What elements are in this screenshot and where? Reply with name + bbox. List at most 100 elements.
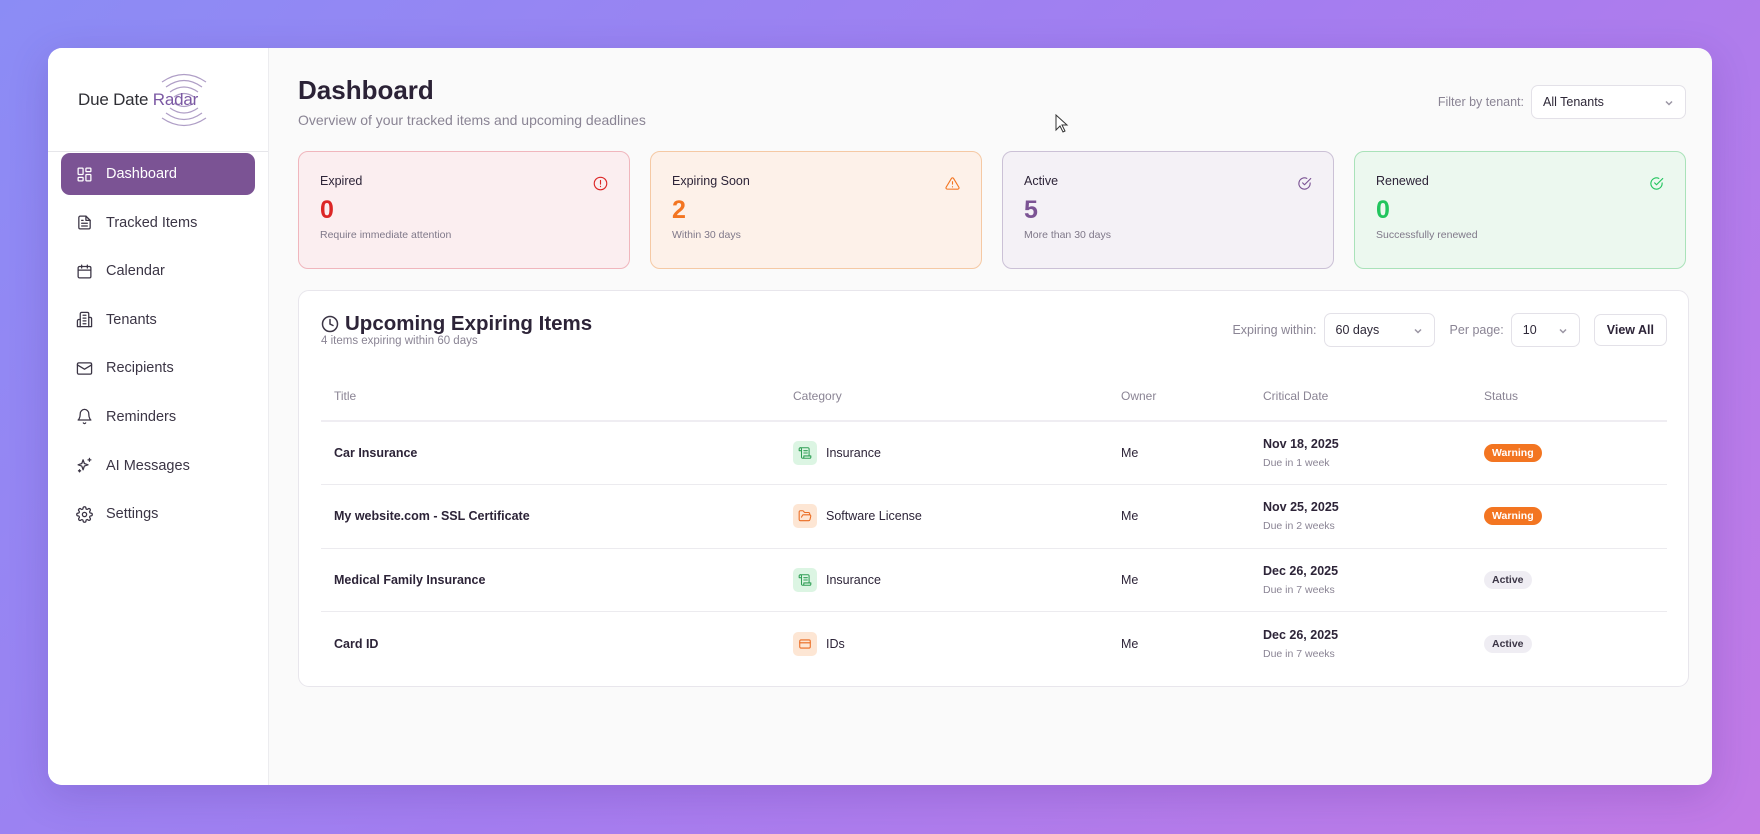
chevron-down-icon bbox=[1664, 97, 1674, 107]
item-owner: Me bbox=[1108, 484, 1250, 549]
table-row[interactable]: My website.com - SSL Certificate Softwar… bbox=[321, 484, 1667, 549]
stat-label: Renewed bbox=[1376, 174, 1429, 188]
sidebar-item-label: AI Messages bbox=[106, 457, 190, 474]
panel-controls: Expiring within: 60 days Per page: 10 Vi… bbox=[1232, 313, 1667, 347]
scroll-icon bbox=[793, 567, 817, 592]
chevron-down-icon bbox=[1413, 325, 1423, 335]
stats-row: Expired 0 Require immediate attention Ex… bbox=[298, 151, 1686, 269]
per-page-value: 10 bbox=[1522, 323, 1537, 337]
sidebar-item-recipients[interactable]: Recipients bbox=[61, 347, 255, 389]
item-date: Nov 18, 2025 bbox=[1263, 437, 1339, 451]
stat-label: Active bbox=[1024, 174, 1059, 188]
sidebar-item-ai-messages[interactable]: AI Messages bbox=[61, 445, 255, 487]
stat-card-expiring-soon[interactable]: Expiring Soon 2 Within 30 days bbox=[650, 151, 982, 269]
column-header-category[interactable]: Category bbox=[780, 371, 1108, 422]
item-date: Dec 26, 2025 bbox=[1263, 627, 1339, 642]
item-status-cell: Warning bbox=[1471, 421, 1667, 485]
column-header-critical-date[interactable]: Critical Date bbox=[1250, 371, 1471, 422]
column-header-owner[interactable]: Owner bbox=[1108, 371, 1250, 422]
item-title: Car Insurance bbox=[321, 421, 780, 485]
stat-card-renewed[interactable]: Renewed 0 Successfully renewed bbox=[1354, 151, 1686, 269]
sidebar-item-tenants[interactable]: Tenants bbox=[61, 299, 255, 341]
sidebar-item-label: Reminders bbox=[106, 408, 177, 425]
column-header-status[interactable]: Status bbox=[1471, 371, 1667, 422]
expiring-within-value: 60 days bbox=[1335, 323, 1380, 337]
scroll-icon bbox=[793, 441, 817, 465]
panel-title-text: Upcoming Expiring Items bbox=[345, 312, 593, 335]
item-category-cell: Software License bbox=[780, 484, 1108, 549]
column-header-title[interactable]: Title bbox=[321, 371, 780, 422]
item-category-cell: Insurance bbox=[780, 548, 1108, 612]
stat-card-active[interactable]: Active 5 More than 30 days bbox=[1002, 151, 1334, 269]
mail-icon bbox=[75, 359, 93, 377]
check-circle-icon bbox=[1649, 176, 1664, 191]
table-row[interactable]: Medical Family Insurance Insurance Me De… bbox=[321, 548, 1667, 612]
item-status-cell: Warning bbox=[1471, 484, 1667, 549]
sidebar-item-tracked-items[interactable]: Tracked Items bbox=[61, 202, 255, 244]
stat-value: 5 bbox=[1024, 196, 1038, 224]
item-status-cell: Active bbox=[1471, 612, 1667, 676]
item-date: Nov 25, 2025 bbox=[1263, 500, 1339, 515]
chevron-down-icon bbox=[1558, 325, 1568, 335]
item-due: Due in 2 weeks bbox=[1263, 520, 1335, 533]
alert-circle-icon bbox=[593, 176, 608, 191]
item-category: IDs bbox=[826, 636, 845, 651]
sidebar-item-dashboard[interactable]: Dashboard bbox=[61, 153, 255, 195]
folder-icon bbox=[793, 504, 817, 529]
upcoming-items-panel: Upcoming Expiring Items 4 items expiring… bbox=[298, 290, 1689, 687]
status-badge: Active bbox=[1484, 634, 1532, 653]
stat-desc: Require immediate attention bbox=[320, 229, 452, 241]
item-owner: Me bbox=[1121, 636, 1139, 651]
per-page-label: Per page: bbox=[1449, 323, 1504, 337]
table-row[interactable]: Card ID IDs Me Dec 26, 2025 Due in 7 week… bbox=[321, 612, 1667, 676]
sidebar-item-settings[interactable]: Settings bbox=[61, 493, 255, 535]
tenant-filter: Filter by tenant: All Tenants bbox=[1438, 85, 1686, 119]
item-due: Due in 7 weeks bbox=[1263, 647, 1335, 660]
id-card-icon bbox=[793, 631, 817, 656]
expiring-within-select[interactable]: 60 days bbox=[1323, 313, 1435, 347]
item-date-cell: Dec 26, 2025 Due in 7 weeks bbox=[1250, 612, 1471, 676]
clock-icon bbox=[321, 315, 339, 333]
bell-icon bbox=[75, 408, 93, 426]
check-circle-icon bbox=[1297, 176, 1312, 191]
tenant-select[interactable]: All Tenants bbox=[1531, 85, 1686, 119]
view-all-button[interactable]: View All bbox=[1593, 314, 1667, 346]
table-row[interactable]: Car Insurance Insurance Me Nov 18, 2025 D… bbox=[321, 421, 1667, 485]
sidebar-item-reminders[interactable]: Reminders bbox=[61, 396, 255, 438]
table-header-row: Title Category Owner Critical Date Statu… bbox=[321, 371, 1667, 422]
item-date-cell: Nov 25, 2025 Due in 2 weeks bbox=[1250, 484, 1471, 549]
mouse-cursor-icon bbox=[1055, 114, 1069, 133]
gear-icon bbox=[75, 505, 93, 523]
item-category-cell: Insurance bbox=[780, 421, 1108, 485]
radar-waves-icon bbox=[161, 73, 207, 127]
per-page-select[interactable]: 10 bbox=[1510, 313, 1580, 347]
sidebar: Due Date Radar Dashboard Tracked Items C… bbox=[48, 48, 269, 785]
stat-value: 0 bbox=[320, 196, 334, 224]
item-category: Software License bbox=[826, 509, 922, 524]
sidebar-item-label: Settings bbox=[106, 506, 159, 523]
expiring-within-label: Expiring within: bbox=[1232, 323, 1317, 337]
sidebar-nav: Dashboard Tracked Items Calendar Tenants… bbox=[48, 153, 268, 535]
warning-triangle-icon bbox=[945, 176, 960, 191]
item-owner: Me bbox=[1108, 421, 1250, 485]
logo[interactable]: Due Date Radar bbox=[48, 48, 268, 152]
sidebar-item-label: Dashboard bbox=[106, 166, 177, 182]
sidebar-item-calendar[interactable]: Calendar bbox=[61, 250, 255, 292]
sidebar-item-label: Recipients bbox=[106, 360, 174, 377]
tenant-filter-label: Filter by tenant: bbox=[1437, 95, 1524, 109]
item-category-cell: IDs bbox=[780, 612, 1108, 676]
building-icon bbox=[75, 311, 93, 329]
stat-label: Expired bbox=[320, 174, 363, 188]
item-category: Insurance bbox=[826, 572, 881, 587]
stat-desc: Successfully renewed bbox=[1376, 229, 1478, 241]
tenant-select-value: All Tenants bbox=[1543, 95, 1604, 109]
upcoming-items-table: Title Category Owner Critical Date Statu… bbox=[321, 371, 1667, 675]
logo-text: Due Date Radar bbox=[78, 89, 199, 109]
item-title: My website.com - SSL Certificate bbox=[321, 484, 780, 549]
calendar-icon bbox=[75, 262, 93, 280]
stat-value: 0 bbox=[1376, 196, 1390, 224]
stat-card-expired[interactable]: Expired 0 Require immediate attention bbox=[298, 151, 630, 269]
item-due: Due in 7 weeks bbox=[1263, 583, 1335, 596]
item-category: Insurance bbox=[826, 446, 881, 460]
panel-title: Upcoming Expiring Items bbox=[321, 312, 592, 336]
